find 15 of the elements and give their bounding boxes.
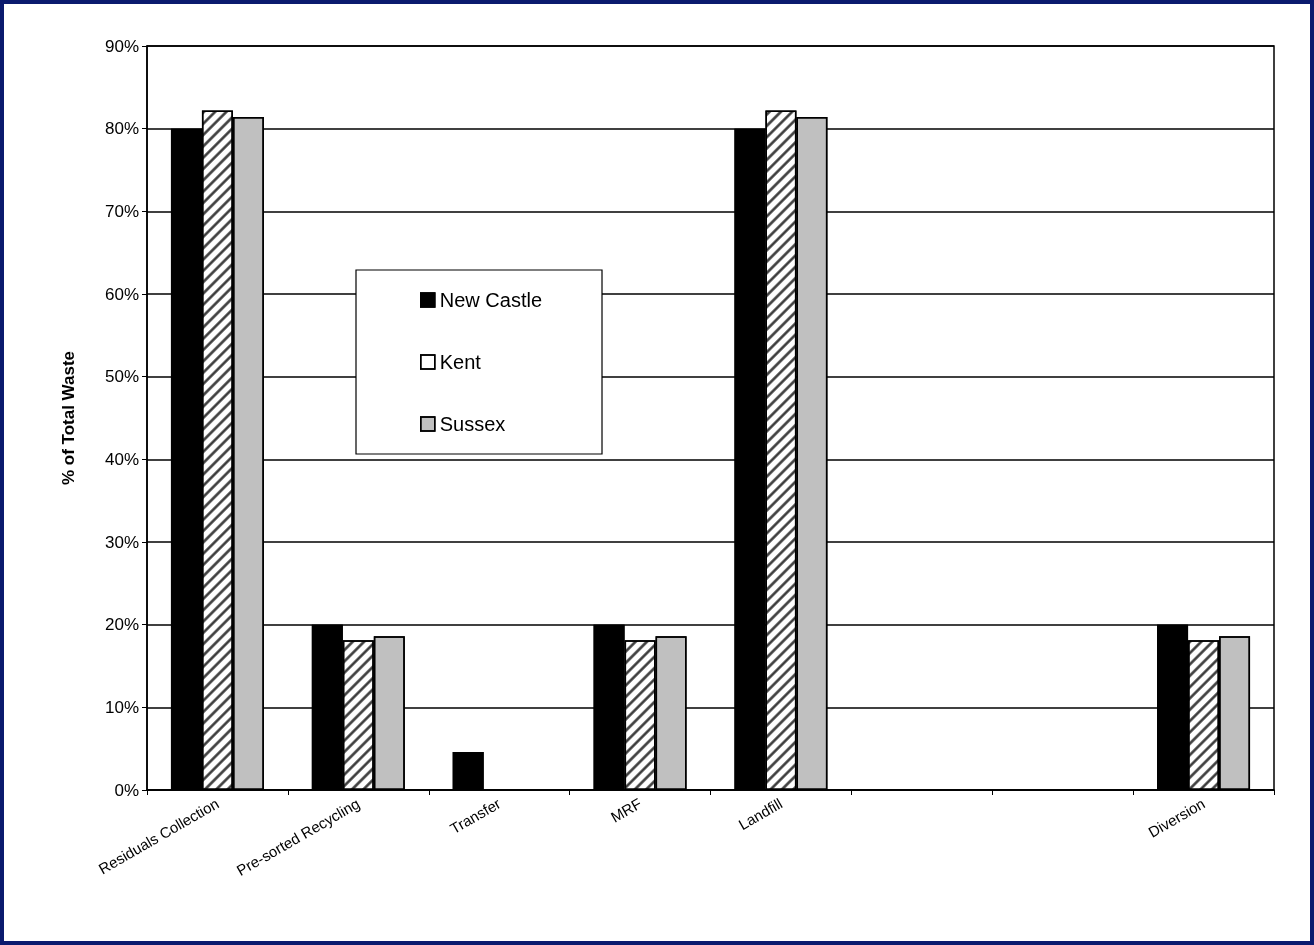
y-tick-label: 60% bbox=[104, 284, 139, 304]
y-tick-label: 80% bbox=[104, 119, 139, 139]
y-tick-label: 0% bbox=[114, 780, 139, 800]
y-tick-label: 90% bbox=[104, 36, 139, 56]
x-tick-label: MRF bbox=[607, 794, 645, 826]
y-tick-label: 10% bbox=[104, 697, 139, 717]
legend-label: New Castle bbox=[439, 289, 543, 311]
legend-label: Sussex bbox=[439, 413, 506, 435]
legend-label: Kent bbox=[439, 351, 482, 373]
y-tick-label: 70% bbox=[104, 201, 139, 221]
y-tick-label: 50% bbox=[104, 367, 139, 387]
y-tick-label: 30% bbox=[104, 532, 139, 552]
y-axis-title: % of Total Waste bbox=[59, 350, 78, 486]
y-tick-label: 40% bbox=[104, 449, 139, 469]
y-tick-label: 20% bbox=[104, 615, 139, 635]
